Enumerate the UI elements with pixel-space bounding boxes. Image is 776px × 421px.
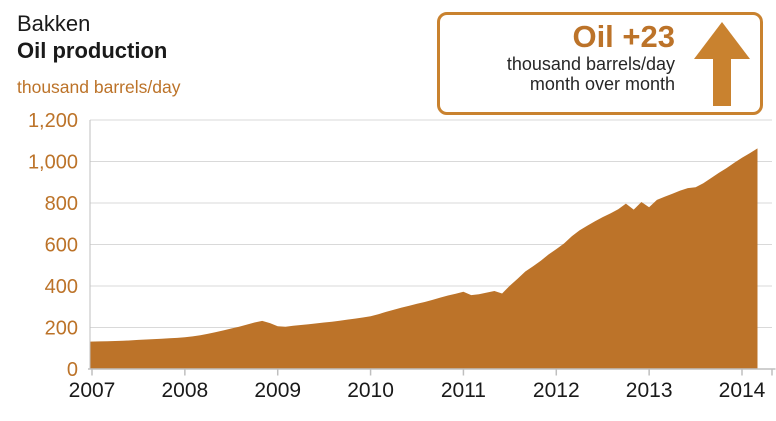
callout-unit-line: thousand barrels/day bbox=[506, 54, 675, 74]
x-tick-label: 2012 bbox=[533, 379, 580, 402]
region-title: Bakken bbox=[17, 11, 91, 36]
x-tick-label: 2008 bbox=[161, 379, 208, 402]
chart-header: Bakken Oil production thousand barrels/d… bbox=[17, 11, 180, 98]
y-tick-label: 600 bbox=[45, 235, 78, 257]
callout-headline: Oil +23 bbox=[572, 19, 675, 54]
y-tick-label: 1,000 bbox=[28, 152, 78, 174]
metric-title: Oil production bbox=[17, 37, 168, 63]
x-tick-label: 2007 bbox=[69, 379, 116, 402]
callout-period-line: month over month bbox=[529, 74, 675, 94]
y-tick-label: 400 bbox=[45, 276, 78, 298]
x-tick-label: 2010 bbox=[347, 379, 394, 402]
y-axis-unit-label: thousand barrels/day bbox=[17, 76, 181, 97]
x-tick-label: 2009 bbox=[254, 379, 301, 402]
y-tick-label: 200 bbox=[45, 318, 78, 340]
callout-text: Oil +23 thousand barrels/day month over … bbox=[506, 19, 693, 95]
x-tick-label: 2011 bbox=[441, 379, 486, 402]
y-tick-label: 1,200 bbox=[28, 110, 78, 132]
production-area-series bbox=[90, 148, 758, 369]
x-tick-label: 2013 bbox=[626, 379, 673, 402]
mom-change-callout: Oil +23 thousand barrels/day month over … bbox=[437, 12, 763, 115]
y-tick-label: 800 bbox=[45, 193, 78, 215]
up-arrow-icon bbox=[693, 22, 751, 106]
x-tick-label: 2014 bbox=[719, 379, 766, 402]
y-tick-label: 0 bbox=[67, 359, 78, 381]
